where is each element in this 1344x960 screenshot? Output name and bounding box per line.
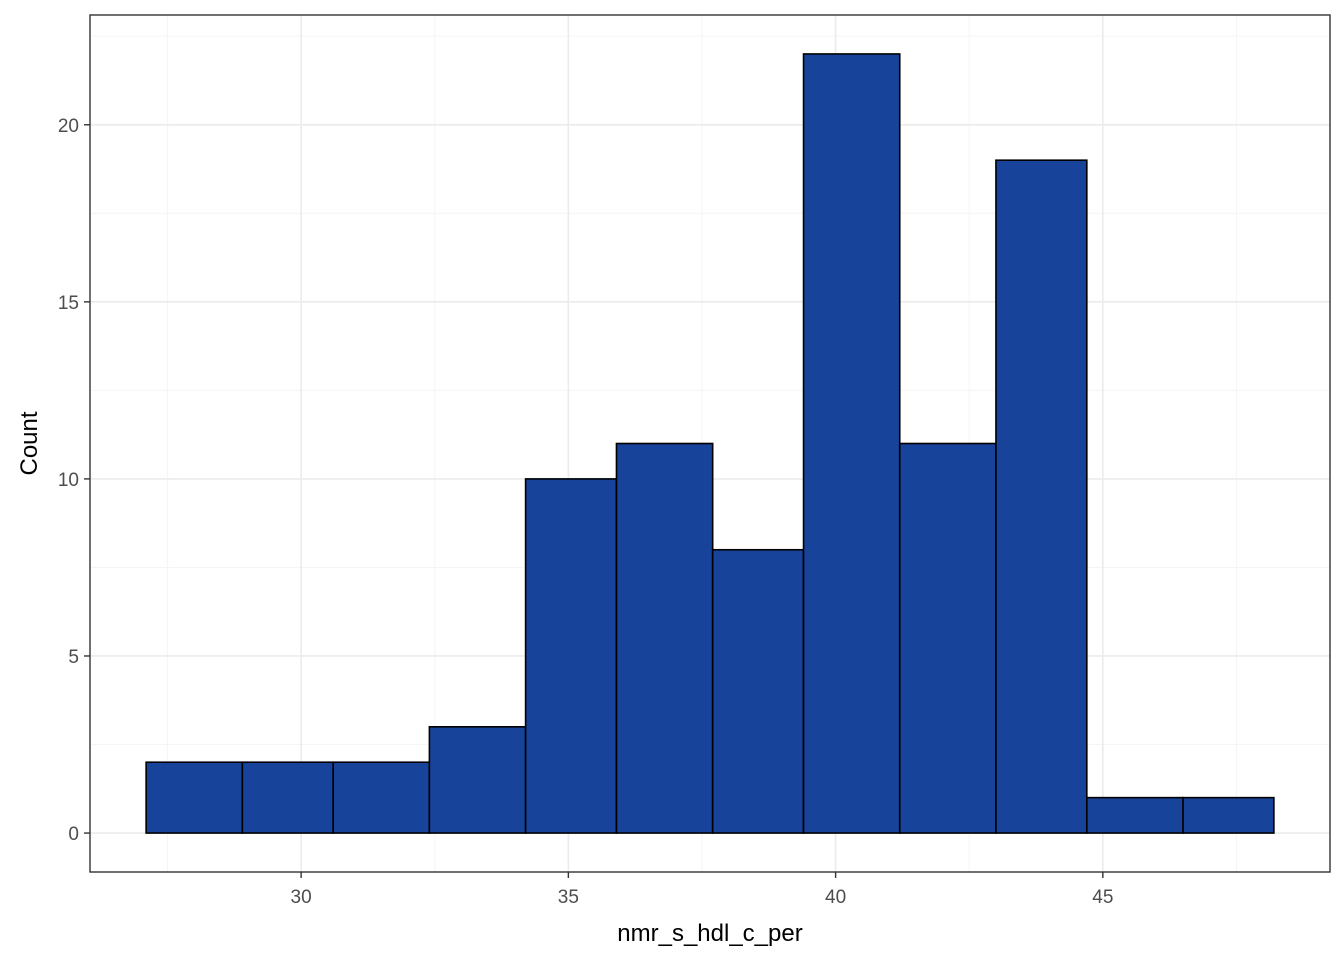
x-tick-label: 45 — [1092, 887, 1113, 908]
histogram-bar — [241, 761, 334, 834]
histogram-bar — [524, 478, 618, 834]
y-axis: 0 5 10 15 20 — [58, 116, 90, 845]
histogram-bar — [898, 442, 997, 834]
histogram-bar — [802, 53, 901, 834]
y-tick-label: 0 — [68, 824, 79, 845]
histogram-bar — [995, 159, 1088, 834]
x-tick-label: 35 — [558, 887, 579, 908]
y-tick-label: 15 — [58, 293, 79, 314]
histogram-bars — [145, 53, 1275, 834]
x-axis: 30 35 40 45 — [291, 872, 1113, 908]
y-tick-label: 20 — [58, 116, 79, 137]
histogram-bar — [145, 761, 244, 834]
histogram-bar — [1182, 796, 1275, 834]
x-axis-title: nmr_s_hdl_c_per — [617, 920, 802, 947]
histogram-bar — [1086, 796, 1184, 834]
panel-border — [89, 14, 1331, 873]
histogram-bar — [332, 761, 431, 834]
histogram-bar — [615, 442, 714, 834]
y-tick-label: 5 — [68, 647, 79, 668]
x-tick-label: 40 — [825, 887, 846, 908]
y-tick-label: 10 — [58, 470, 79, 491]
histogram-bar — [711, 548, 805, 834]
histogram-bar — [428, 726, 527, 834]
x-tick-label: 30 — [291, 887, 312, 908]
plot-panel — [89, 14, 1331, 873]
y-axis-title: Count — [16, 411, 43, 475]
